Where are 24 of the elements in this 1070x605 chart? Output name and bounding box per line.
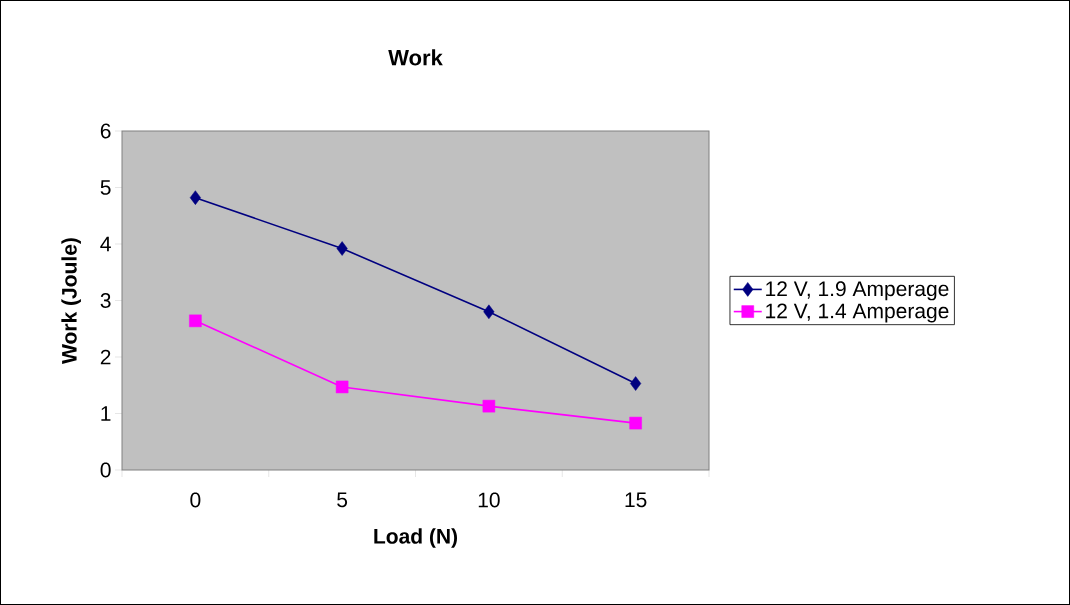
y-tick-label: 3 <box>100 293 111 308</box>
x-tick-label: 5 <box>337 492 348 508</box>
chart-title: Work <box>388 49 443 66</box>
y-tick-label: 0 <box>100 462 111 478</box>
point <box>482 399 496 413</box>
point <box>189 314 202 328</box>
y-tick-label: 1 <box>101 406 111 421</box>
point <box>335 380 349 394</box>
x-tick-label: 15 <box>625 492 647 508</box>
y-tick-label: 6 <box>100 123 111 139</box>
point <box>629 416 642 430</box>
y-tick-label: 4 <box>100 236 111 252</box>
point <box>336 241 348 256</box>
point <box>630 376 642 391</box>
x-axis-title: Load (N) <box>374 528 458 548</box>
legend-label: 12 V, 1.9 Amperage <box>766 281 949 301</box>
x-tick-label: 10 <box>478 492 500 508</box>
legend-label: 12 V, 1.4 Amperage <box>766 303 949 323</box>
x-tick-label: 0 <box>190 492 201 508</box>
y-axis-title: Work (Joule) <box>61 238 81 364</box>
y-tick-label: 2 <box>100 349 111 365</box>
point <box>189 190 201 205</box>
y-tick-label: 5 <box>100 180 111 195</box>
point <box>483 304 495 320</box>
